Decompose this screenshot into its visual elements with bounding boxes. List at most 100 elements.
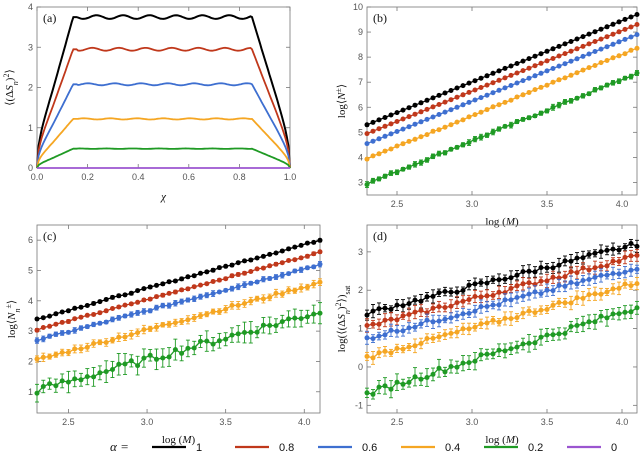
- data-point-1: [466, 80, 472, 86]
- x-tick-label: 3.5: [541, 417, 554, 427]
- data-point-0.8: [514, 70, 520, 76]
- data-point-0.6: [460, 102, 466, 108]
- data-point-0.2: [84, 374, 90, 380]
- data-point-0.4: [154, 324, 159, 330]
- data-point-0.6: [544, 287, 550, 293]
- series-line-1: [36, 239, 321, 320]
- data-point-0.4: [448, 330, 454, 336]
- data-point-0.6: [592, 49, 598, 54]
- data-point-0.2: [604, 315, 610, 321]
- data-point-0.8: [72, 316, 78, 322]
- data-point-0.4: [72, 346, 78, 352]
- y-axis-label: log(⟨(ΔSn)2⟩)sat: [334, 285, 352, 353]
- data-point-0.8: [496, 77, 502, 83]
- data-point-0.6: [172, 300, 178, 306]
- data-point-0.4: [110, 337, 115, 343]
- data-point-0.6: [97, 320, 103, 326]
- series-line-0.8: [366, 254, 638, 327]
- data-point-0.8: [580, 265, 586, 271]
- data-point-0.4: [580, 67, 586, 73]
- data-point-0.4: [502, 99, 508, 105]
- data-point-0.8: [418, 307, 424, 313]
- data-point-0.4: [210, 309, 216, 315]
- data-point-1: [116, 293, 122, 299]
- data-point-0.2: [412, 161, 418, 167]
- data-point-0.4: [223, 306, 229, 312]
- data-point-0.2: [65, 379, 71, 385]
- data-point-0.4: [466, 326, 472, 332]
- data-point-0.6: [412, 324, 418, 330]
- data-point-0.4: [586, 65, 592, 71]
- data-point-0.6: [610, 41, 616, 47]
- data-point-1: [430, 95, 436, 101]
- data-point-0.2: [442, 150, 448, 156]
- data-point-0.4: [418, 134, 424, 140]
- data-point-1: [406, 105, 412, 111]
- data-point-0.2: [59, 378, 65, 384]
- data-point-0.6: [544, 68, 550, 74]
- data-point-0.2: [436, 151, 442, 157]
- data-point-0.8: [448, 97, 454, 103]
- data-point-0.8: [520, 281, 526, 287]
- data-point-0.4: [556, 77, 562, 83]
- data-point-0.6: [526, 291, 532, 297]
- data-point-1: [388, 306, 394, 312]
- data-point-0.4: [317, 279, 323, 285]
- series-line-0.2: [366, 307, 638, 396]
- data-point-0.2: [460, 142, 466, 148]
- data-point-0.8: [364, 323, 370, 328]
- data-point-1: [628, 241, 634, 246]
- data-point-1: [376, 117, 382, 123]
- data-point-0.8: [460, 298, 466, 304]
- data-point-0.4: [538, 84, 544, 90]
- legend: α = 1 0.8 0.6 0.4 0.2 0: [110, 439, 617, 454]
- plot-frame: [366, 6, 638, 196]
- data-point-0.2: [610, 311, 616, 317]
- data-point-0.2: [550, 332, 556, 338]
- data-point-0.2: [317, 310, 323, 316]
- data-point-0.8: [185, 286, 191, 292]
- data-point-0.6: [466, 310, 472, 316]
- data-point-0.6: [628, 34, 634, 40]
- data-point-0.8: [568, 269, 574, 275]
- data-point-1: [598, 26, 604, 32]
- data-point-0.8: [122, 302, 128, 308]
- data-point-0.8: [406, 312, 412, 317]
- data-point-0.2: [122, 361, 128, 367]
- data-point-1: [454, 289, 460, 295]
- data-point-0.2: [286, 316, 292, 322]
- data-point-0.8: [103, 308, 109, 314]
- data-point-1: [382, 305, 388, 311]
- data-point-0.2: [616, 311, 622, 317]
- data-point-0.4: [580, 295, 586, 301]
- data-point-0.2: [172, 347, 178, 353]
- x-tick-label: 3.5: [219, 417, 232, 427]
- data-point-0.4: [311, 281, 317, 287]
- data-point-0.2: [598, 85, 604, 91]
- data-point-0.4: [508, 316, 514, 322]
- data-point-0.2: [448, 146, 454, 152]
- data-point-1: [412, 297, 418, 303]
- y-tick-label: 6: [28, 235, 33, 245]
- data-point-0.2: [418, 376, 424, 382]
- y-tick-label: 4: [28, 296, 33, 306]
- data-point-1: [273, 250, 279, 256]
- data-point-0.6: [370, 336, 376, 342]
- data-point-1: [520, 58, 526, 64]
- x-tick-label: 4.0: [298, 417, 311, 427]
- data-point-1: [47, 313, 53, 319]
- data-point-1: [370, 119, 376, 125]
- data-point-0.8: [478, 294, 484, 300]
- data-point-0.2: [604, 82, 610, 88]
- data-point-0.6: [254, 279, 260, 285]
- x-tick-label: 4.0: [616, 199, 629, 209]
- data-point-0.2: [520, 116, 526, 122]
- data-point-0.4: [406, 138, 412, 144]
- data-point-0.6: [394, 328, 400, 334]
- data-point-1: [78, 304, 84, 310]
- data-point-0.6: [210, 291, 216, 297]
- data-point-0.8: [454, 94, 460, 100]
- data-point-0.4: [520, 310, 526, 316]
- x-tick-label: 2.5: [62, 417, 75, 427]
